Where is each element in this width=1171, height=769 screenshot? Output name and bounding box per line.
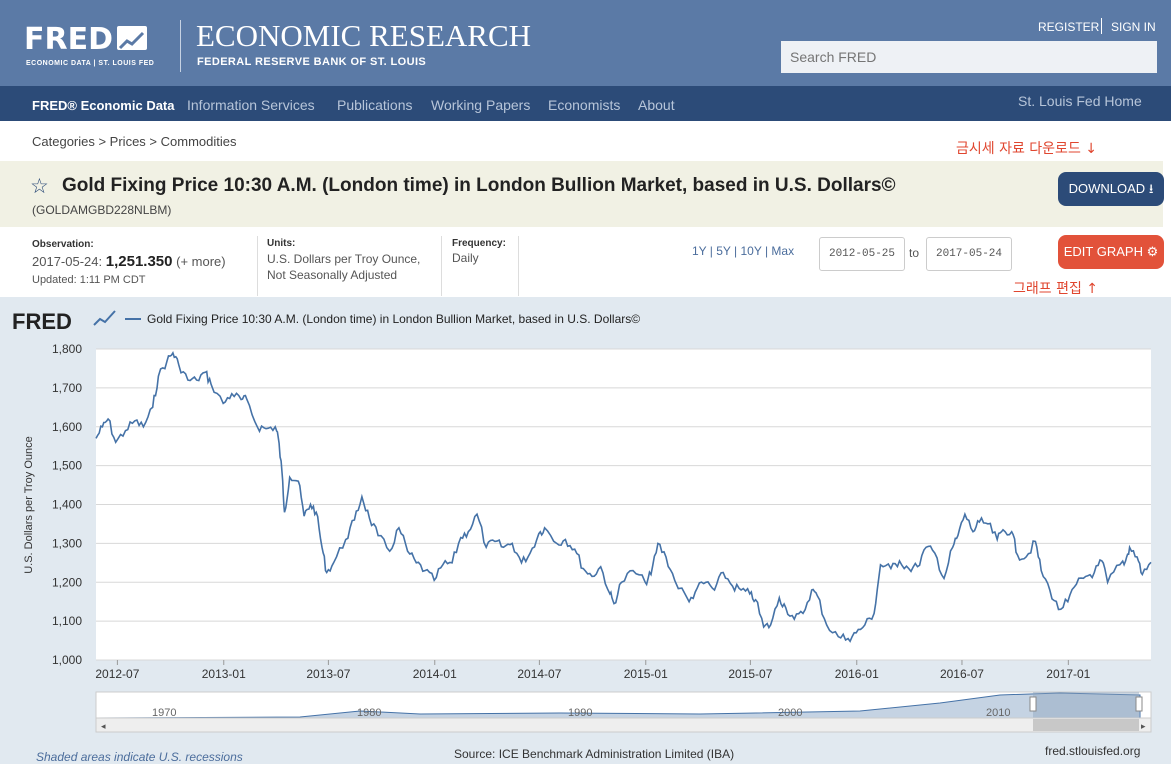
scroll-left-icon[interactable]: ◂: [101, 721, 106, 731]
edit-graph-label: EDIT GRAPH: [1063, 244, 1143, 259]
meta-divider: [257, 236, 258, 296]
edit-annotation: 그래프 편집 ↑: [1013, 281, 1099, 297]
y-axis-label: U.S. Dollars per Troy Ounce: [23, 436, 35, 574]
download-label: DOWNLOAD: [1068, 181, 1146, 196]
x-tick-label: 2015-01: [624, 667, 668, 681]
navigator-year-label: 2010: [986, 707, 1010, 719]
download-button[interactable]: DOWNLOAD ⭳: [1058, 172, 1164, 206]
chart-svg: FRED Gold Fixing Price 10:30 A.M. (Londo…: [12, 309, 1152, 764]
x-tick-label: 2013-07: [306, 667, 350, 681]
fred-logo[interactable]: FRED: [24, 22, 147, 57]
nav-working-papers[interactable]: Working Papers: [431, 97, 531, 113]
nav-economists[interactable]: Economists: [548, 97, 621, 113]
y-tick-label: 1,700: [52, 381, 82, 395]
legend-label: Gold Fixing Price 10:30 A.M. (London tim…: [147, 312, 640, 326]
y-tick-label: 1,500: [52, 459, 82, 473]
y-tick-label: 1,000: [52, 653, 82, 667]
units-value: U.S. Dollars per Troy Ounce, Not Seasona…: [267, 251, 420, 283]
download-annotation: 금시세 자료 다운로드 ↓: [956, 141, 1098, 157]
observation-date: 2017-05-24:: [32, 254, 103, 269]
gear-icon: ⚙: [1146, 244, 1159, 259]
breadcrumb[interactable]: Categories > Prices > Commodities: [32, 134, 237, 149]
header-divider: [180, 20, 181, 72]
register-link[interactable]: REGISTER: [1038, 20, 1100, 34]
y-tick-label: 1,400: [52, 498, 82, 512]
meta-divider: [518, 236, 519, 296]
chart-source: Source: ICE Benchmark Administration Lim…: [454, 747, 734, 761]
bank-subtitle: FEDERAL RESERVE BANK OF ST. LOUIS: [197, 56, 427, 68]
logo-subtitle: ECONOMIC DATA | ST. LOUIS FED: [26, 60, 155, 67]
units-label: Units:: [267, 238, 296, 249]
y-tick-label: 1,200: [52, 575, 82, 589]
recessions-note[interactable]: Shaded areas indicate U.S. recessions: [36, 750, 243, 764]
main-nav: FRED® Economic Data Information Services…: [0, 86, 1171, 121]
x-tick-label: 2012-07: [95, 667, 139, 681]
units-line-2: Not Seasonally Adjusted: [267, 268, 398, 282]
y-axis-ticks: 1,000 1,100 1,200 1,300 1,400 1,500 1,600 1,700…: [52, 342, 82, 667]
chart-fred-logo-text: FRED: [12, 309, 72, 334]
to-label: to: [909, 246, 920, 260]
economic-research-title[interactable]: ECONOMIC RESEARCH: [196, 18, 532, 53]
x-tick-label: 2017-01: [1046, 667, 1090, 681]
series-id: (GOLDAMGBD228NLBM): [32, 203, 172, 217]
navigator-left-handle[interactable]: [1029, 696, 1037, 712]
y-tick-label: 1,100: [52, 614, 82, 628]
x-tick-label: 2016-07: [940, 667, 984, 681]
x-tick-label: 2016-01: [835, 667, 879, 681]
observation-value: 1,251.350: [105, 253, 173, 270]
updated-time: Updated: 1:11 PM CDT: [32, 274, 146, 286]
frequency-value: Daily: [452, 251, 479, 265]
chart-site-url: fred.stlouisfed.org: [1045, 744, 1140, 758]
series-title: Gold Fixing Price 10:30 A.M. (London tim…: [62, 175, 896, 196]
chart-container: FRED Gold Fixing Price 10:30 A.M. (Londo…: [0, 297, 1171, 764]
navigator-year-label: 1970: [152, 707, 176, 719]
fred-logo-text: FRED: [24, 22, 113, 57]
units-line-1: U.S. Dollars per Troy Ounce,: [267, 252, 421, 266]
chart-fred-logo[interactable]: FRED: [12, 309, 116, 334]
chart-logo-icon: [117, 26, 147, 50]
x-tick-label: 2014-07: [517, 667, 561, 681]
more-link[interactable]: (+ more): [176, 254, 226, 269]
signin-link[interactable]: SIGN IN: [1111, 20, 1156, 34]
x-tick-label: 2014-01: [413, 667, 457, 681]
navigator-year-label: 2000: [778, 707, 802, 719]
meta-divider: [441, 236, 442, 296]
x-tick-label: 2015-07: [728, 667, 772, 681]
header-link-separator: [1101, 18, 1102, 34]
scrollbar-thumb[interactable]: [1033, 719, 1139, 731]
nav-information-services[interactable]: Information Services: [187, 97, 315, 113]
range-selector[interactable]: 1Y | 5Y | 10Y | Max: [692, 244, 795, 258]
nav-stlouis-fed-home[interactable]: St. Louis Fed Home: [1018, 93, 1142, 109]
x-axis-ticks: 2012-07 2013-01 2013-07 2014-01 2014-07 2015-…: [95, 660, 1091, 681]
y-tick-label: 1,800: [52, 342, 82, 356]
nav-about[interactable]: About: [638, 97, 675, 113]
y-tick-label: 1,600: [52, 420, 82, 434]
gridlines: [96, 348, 1151, 661]
frequency-label: Frequency:: [452, 238, 506, 249]
x-tick-label: 2013-01: [202, 667, 246, 681]
navigator-selection[interactable]: [1033, 692, 1139, 720]
end-date-input[interactable]: 2017-05-24: [926, 237, 1012, 271]
navigator-year-label: 1980: [357, 707, 381, 719]
nav-publications[interactable]: Publications: [337, 97, 413, 113]
chart-logo-icon: [93, 310, 116, 326]
navigator-right-handle[interactable]: [1135, 696, 1143, 712]
nav-fred-data[interactable]: FRED® Economic Data: [32, 98, 175, 113]
site-header: FRED ECONOMIC DATA | ST. LOUIS FED ECONO…: [0, 0, 1171, 86]
scroll-right-icon[interactable]: ▸: [1141, 721, 1146, 731]
y-tick-label: 1,300: [52, 536, 82, 550]
navigator-series: [95, 692, 1141, 721]
navigator-year-label: 1990: [568, 707, 592, 719]
navigator-scrollbar[interactable]: [95, 717, 1152, 733]
search-input[interactable]: [781, 41, 1157, 73]
start-date-input[interactable]: 2012-05-25: [819, 237, 905, 271]
navigator-year-labels: 1970 1980 1990 2000 2010: [152, 707, 1010, 719]
series-title-band: [0, 161, 1163, 227]
edit-graph-button[interactable]: EDIT GRAPH ⚙: [1058, 235, 1164, 269]
observation-label: Observation:: [32, 239, 94, 250]
download-icon: ⭳: [1148, 181, 1154, 196]
star-icon[interactable]: ☆: [30, 175, 49, 198]
observation-value-line: 2017-05-24: 1,251.350 (+ more): [32, 253, 226, 270]
series-line[interactable]: [95, 351, 1152, 643]
